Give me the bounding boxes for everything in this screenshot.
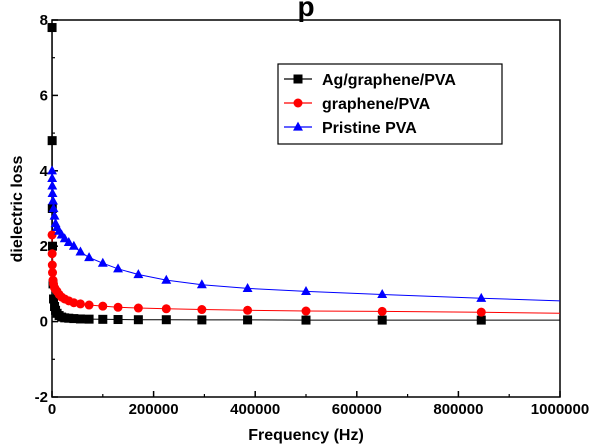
data-point [47, 136, 57, 146]
data-point [476, 292, 487, 302]
data-point [47, 230, 57, 240]
data-point [47, 260, 57, 270]
data-point [97, 257, 108, 267]
data-point [133, 315, 143, 325]
data-point [161, 315, 171, 325]
data-point [161, 274, 172, 284]
data-point [64, 313, 74, 323]
x-axis-title: Frequency (Hz) [248, 427, 364, 444]
data-point [243, 315, 253, 325]
data-point [84, 300, 94, 310]
y-tick-label: 4 [40, 163, 49, 180]
y-axis-title: dielectric loss [9, 156, 26, 263]
data-point [75, 299, 85, 309]
x-tick-label: 400000 [230, 401, 280, 418]
data-point [48, 195, 58, 205]
data-point [48, 241, 58, 251]
data-point [47, 188, 58, 198]
legend-label: Ag/graphene/PVA [322, 72, 456, 89]
data-point [47, 172, 58, 182]
legend-entries: Ag/graphene/PVA graphene/PVA Pristine PVA [284, 72, 456, 137]
data-point [113, 263, 123, 273]
data-point [377, 289, 388, 299]
legend-box [277, 63, 503, 145]
x-tick-label: 600000 [332, 401, 382, 418]
legend-marker [293, 121, 303, 131]
data-point [197, 315, 207, 325]
fit-line [51, 170, 561, 302]
data-point [377, 315, 387, 325]
legend-marker [293, 74, 303, 84]
data-point [197, 305, 207, 315]
data-point [133, 269, 144, 279]
chart-title: p [297, 0, 314, 22]
legend: Ag/graphene/PVA graphene/PVA Pristine PVA [277, 63, 503, 145]
data-point [47, 23, 57, 33]
y-tick-label: -2 [35, 389, 48, 406]
data-point [377, 306, 387, 316]
data-point [49, 294, 59, 304]
data-point [301, 315, 311, 325]
x-tick-label: 800000 [433, 401, 483, 418]
data-point [196, 279, 207, 289]
data-point [243, 305, 253, 315]
x-tick-label: 0 [48, 401, 56, 418]
data-point [113, 302, 123, 312]
data-point [98, 314, 108, 324]
data-point [69, 314, 79, 324]
y-tick-label: 6 [40, 87, 48, 104]
data-point [113, 315, 123, 325]
data-point [98, 301, 108, 311]
x-tick-label: 1000000 [531, 401, 589, 418]
data-point [49, 210, 60, 220]
y-tick-label: 2 [40, 238, 48, 255]
legend-marker [293, 98, 303, 108]
data-point [47, 249, 57, 259]
data-point [476, 315, 486, 325]
x-tick-label: 200000 [129, 401, 179, 418]
data-point [133, 303, 143, 313]
legend-label: graphene/PVA [322, 96, 431, 113]
data-point [84, 314, 94, 324]
data-point [161, 304, 171, 314]
data-point [476, 307, 486, 317]
legend-label: Pristine PVA [322, 120, 417, 137]
data-point [48, 268, 58, 278]
data-point [75, 314, 85, 324]
y-tick-label: 8 [40, 12, 48, 29]
data-point [68, 240, 79, 250]
data-point [84, 252, 95, 262]
data-marks [47, 23, 487, 325]
data-point [47, 180, 58, 190]
data-point [47, 165, 58, 175]
data-point [242, 283, 253, 293]
data-point [301, 286, 311, 296]
data-point [75, 246, 86, 256]
data-point [301, 306, 311, 316]
data-point [63, 237, 74, 247]
y-tick-label: 0 [40, 314, 48, 331]
data-point [48, 203, 59, 213]
